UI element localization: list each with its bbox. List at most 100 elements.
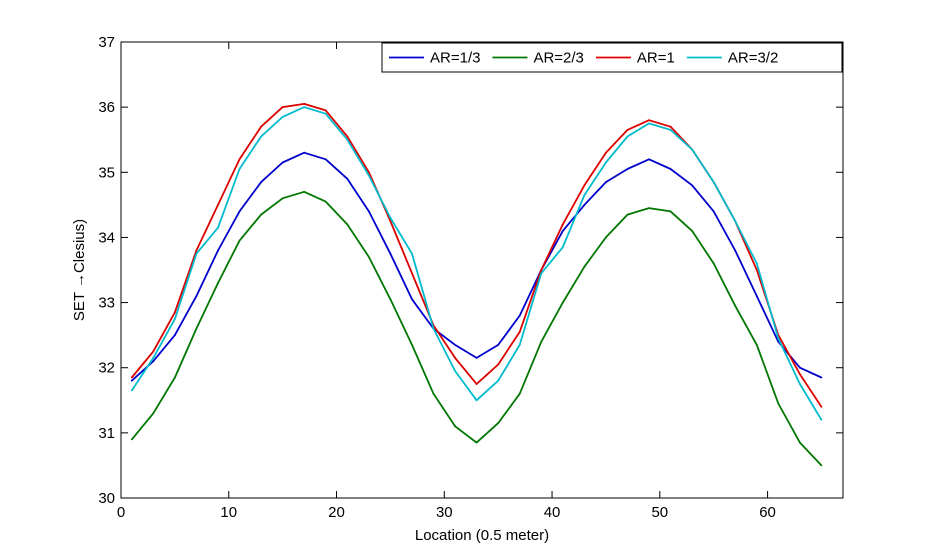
data-point-ar-2-3 bbox=[260, 213, 262, 216]
data-point-ar-1 bbox=[799, 373, 801, 376]
data-point-ar-2-3 bbox=[734, 304, 737, 307]
data-point-ar-1 bbox=[518, 331, 521, 333]
data-point-ar-3-2 bbox=[475, 399, 478, 402]
legend-label-ar-3-2: AR=3/2 bbox=[728, 50, 778, 67]
series-layer bbox=[130, 103, 823, 467]
data-point-ar-1 bbox=[755, 269, 758, 271]
data-point-ar-2-3 bbox=[130, 438, 133, 441]
x-tick-label: 50 bbox=[651, 504, 668, 521]
x-tick-label: 20 bbox=[328, 504, 345, 521]
data-point-ar-1-3 bbox=[389, 252, 392, 255]
x-axis-label: Location (0.5 meter) bbox=[415, 527, 549, 544]
data-point-ar-1 bbox=[346, 135, 349, 138]
data-point-ar-1 bbox=[583, 184, 586, 187]
data-point-ar-2-3 bbox=[712, 262, 715, 265]
data-point-ar-1-3 bbox=[281, 161, 284, 164]
data-point-ar-1-3 bbox=[454, 344, 456, 346]
data-point-ar-1 bbox=[324, 109, 327, 112]
data-point-ar-1 bbox=[152, 350, 155, 353]
data-point-ar-1-3 bbox=[799, 366, 801, 369]
data-point-ar-1 bbox=[217, 204, 219, 206]
data-point-ar-3-2 bbox=[669, 129, 672, 131]
data-point-ar-3-2 bbox=[518, 344, 521, 346]
data-point-ar-3-2 bbox=[691, 148, 693, 151]
data-point-ar-3-2 bbox=[174, 318, 176, 320]
data-point-ar-3-2 bbox=[454, 370, 456, 372]
data-point-ar-2-3 bbox=[583, 265, 586, 268]
x-tick-label: 10 bbox=[220, 504, 237, 521]
data-point-ar-3-2 bbox=[217, 226, 219, 229]
data-point-ar-3-2 bbox=[368, 174, 370, 177]
data-point-ar-2-3 bbox=[691, 230, 693, 232]
data-point-ar-1-3 bbox=[260, 181, 262, 184]
data-point-ar-3-2 bbox=[303, 106, 306, 108]
data-point-ar-3-2 bbox=[583, 194, 586, 197]
data-point-ar-1-3 bbox=[195, 295, 198, 297]
data-point-ar-2-3 bbox=[389, 298, 392, 301]
data-point-ar-3-2 bbox=[712, 181, 715, 184]
x-tick-label: 30 bbox=[436, 504, 453, 521]
data-point-ar-2-3 bbox=[152, 412, 155, 415]
data-point-ar-1 bbox=[454, 357, 456, 359]
data-point-ar-2-3 bbox=[820, 464, 823, 467]
data-point-ar-2-3 bbox=[669, 210, 672, 213]
y-tick-label: 30 bbox=[98, 490, 115, 507]
data-point-ar-1-3 bbox=[475, 357, 478, 359]
y-axis-label: SET →Clesius) bbox=[71, 219, 88, 321]
data-point-ar-1-3 bbox=[174, 334, 176, 336]
data-point-ar-3-2 bbox=[497, 379, 500, 382]
data-point-ar-1 bbox=[368, 171, 370, 174]
data-point-ar-1-3 bbox=[712, 210, 715, 213]
legend-label-ar-2-3: AR=2/3 bbox=[533, 50, 583, 67]
y-tick-label: 37 bbox=[98, 34, 115, 51]
data-point-ar-1-3 bbox=[518, 314, 521, 317]
data-point-ar-1 bbox=[475, 383, 478, 385]
data-point-ar-3-2 bbox=[605, 161, 607, 164]
data-point-ar-1-3 bbox=[605, 181, 607, 184]
data-point-ar-2-3 bbox=[195, 327, 198, 330]
data-point-ar-1 bbox=[195, 249, 198, 252]
data-point-ar-3-2 bbox=[389, 217, 392, 219]
data-point-ar-1 bbox=[540, 269, 543, 271]
data-point-ar-3-2 bbox=[561, 246, 564, 249]
data-point-ar-1-3 bbox=[130, 379, 133, 382]
data-point-ar-2-3 bbox=[454, 425, 456, 428]
data-point-ar-2-3 bbox=[238, 239, 241, 242]
data-point-ar-2-3 bbox=[346, 223, 349, 226]
data-point-ar-1-3 bbox=[626, 168, 629, 170]
data-point-ar-2-3 bbox=[281, 197, 284, 200]
plot-area bbox=[120, 41, 844, 499]
data-point-ar-1-3 bbox=[324, 158, 327, 161]
data-point-ar-2-3 bbox=[777, 402, 780, 405]
data-point-ar-2-3 bbox=[174, 376, 176, 379]
data-point-ar-2-3 bbox=[605, 236, 607, 239]
data-point-ar-1-3 bbox=[648, 158, 650, 161]
data-point-ar-3-2 bbox=[820, 418, 823, 421]
data-point-ar-2-3 bbox=[648, 207, 650, 210]
data-point-ar-1 bbox=[626, 129, 629, 131]
data-point-ar-1 bbox=[130, 376, 133, 379]
data-point-ar-2-3 bbox=[411, 344, 413, 346]
data-point-ar-1 bbox=[281, 106, 284, 108]
data-point-ar-3-2 bbox=[411, 252, 413, 255]
data-point-ar-1-3 bbox=[217, 249, 219, 252]
data-point-ar-3-2 bbox=[281, 116, 284, 118]
data-point-ar-1 bbox=[238, 158, 241, 161]
data-point-ar-1-3 bbox=[238, 210, 241, 213]
data-point-ar-1-3 bbox=[303, 151, 306, 154]
data-point-ar-3-2 bbox=[755, 262, 758, 265]
data-point-ar-1-3 bbox=[691, 184, 693, 187]
data-point-ar-2-3 bbox=[368, 256, 370, 258]
data-point-ar-3-2 bbox=[540, 272, 543, 275]
data-point-ar-3-2 bbox=[324, 112, 327, 115]
y-tick-label: 35 bbox=[98, 164, 115, 181]
data-point-ar-3-2 bbox=[432, 327, 435, 330]
data-point-ar-2-3 bbox=[475, 441, 478, 444]
data-point-ar-2-3 bbox=[561, 301, 564, 304]
data-point-ar-1-3 bbox=[411, 298, 413, 301]
data-point-ar-1 bbox=[648, 119, 650, 122]
data-point-ar-2-3 bbox=[303, 190, 306, 193]
data-point-ar-1 bbox=[411, 272, 413, 275]
data-point-ar-1-3 bbox=[561, 230, 564, 232]
